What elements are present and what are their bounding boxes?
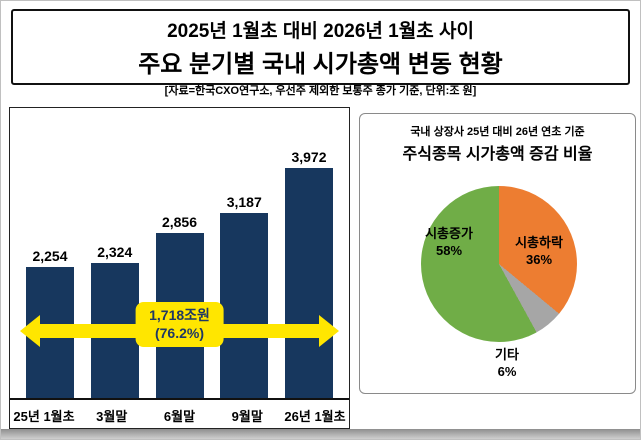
- pie-label-increase: 시총증가 58%: [404, 226, 494, 260]
- bar-value-label: 2,254: [32, 248, 68, 264]
- pie: [421, 186, 577, 342]
- x-axis-label: 25년 1월초: [13, 409, 75, 424]
- bar-value-label: 2,324: [97, 244, 133, 260]
- pie-chart-panel: 국내 상장사 25년 대비 26년 연초 기준 주식종목 시가총액 증감 비율 …: [359, 113, 636, 394]
- change-arrow: 1,718조원 (76.2%): [20, 302, 339, 354]
- change-amount: 1,718조원: [149, 307, 210, 323]
- pie-label-increase-text: 시총증가: [425, 226, 473, 241]
- x-axis-label: 3월말: [96, 409, 128, 424]
- change-annotation: 1,718조원 (76.2%): [135, 302, 224, 347]
- pie-label-etc: 기타 6%: [467, 347, 547, 381]
- bar-column: 3,972: [281, 149, 337, 398]
- bar: [285, 168, 333, 398]
- pie-label-etc-pct: 6%: [497, 363, 517, 379]
- title-line1: 2025년 1월초 대비 2026년 1월초 사이: [167, 21, 474, 42]
- title-line2: 주요 분기별 국내 시가총액 변동 현황: [138, 51, 503, 78]
- pie-label-decrease-pct: 36%: [525, 251, 553, 267]
- bar-plot-area: 2,254 2,324 2,856 3,187 3,972: [10, 108, 349, 400]
- change-percent: (76.2%): [154, 324, 205, 341]
- bar-chart-panel: 2,254 2,324 2,856 3,187 3,972: [9, 107, 350, 429]
- pie-label-increase-pct: 58%: [435, 242, 463, 258]
- x-axis-label: 26년 1월초: [284, 409, 346, 424]
- pie-subtitle: 국내 상장사 25년 대비 26년 연초 기준: [410, 126, 585, 138]
- bar: [220, 213, 269, 398]
- source-note: [자료=한국CXO연구소, 우선주 제외한 보통주 종가 기준, 단위:조 원]: [164, 85, 477, 97]
- x-axis-label: 6월말: [163, 409, 196, 424]
- bottom-strip: [1, 429, 640, 439]
- bar-column: 3,187: [216, 194, 272, 398]
- pie-label-etc-text: 기타: [495, 347, 519, 362]
- pie-label-decrease: 시총하락 36%: [494, 235, 584, 269]
- x-axis-label: 9월말: [231, 409, 263, 424]
- arrow-right-head-icon: [319, 315, 339, 347]
- bar-value-label: 2,856: [161, 214, 198, 230]
- x-axis-labels: 25년 1월초 3월말 6월말 9월말 26년 1월초: [10, 406, 349, 425]
- bar-value-label: 3,187: [226, 194, 262, 210]
- pie-label-decrease-text: 시총하락: [515, 235, 563, 250]
- pie-title: 주식종목 시가총액 증감 비율: [402, 146, 593, 163]
- title-box: 2025년 1월초 대비 2026년 1월초 사이 주요 분기별 국내 시가총액…: [11, 9, 630, 97]
- arrow-left-head-icon: [20, 315, 40, 347]
- bar-value-label: 3,972: [291, 149, 327, 165]
